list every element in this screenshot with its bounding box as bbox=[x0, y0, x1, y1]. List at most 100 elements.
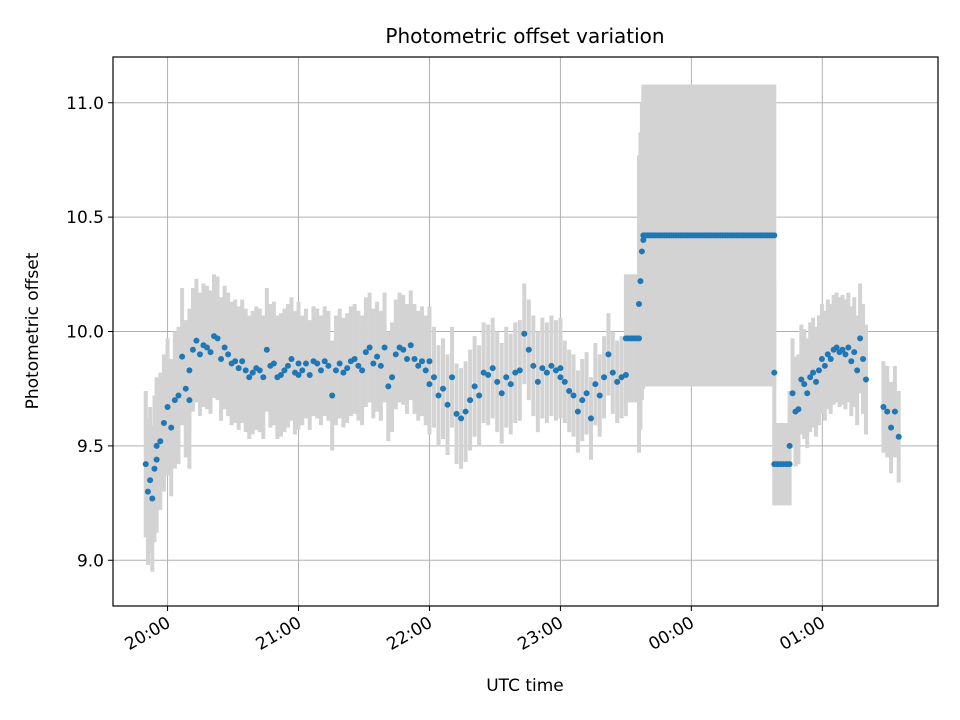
data-point bbox=[157, 438, 164, 445]
data-point bbox=[144, 488, 151, 495]
data-point bbox=[160, 420, 167, 426]
data-point bbox=[804, 390, 811, 397]
data-point bbox=[860, 355, 867, 362]
data-point bbox=[827, 355, 834, 362]
data-point bbox=[277, 371, 284, 378]
data-point bbox=[385, 383, 392, 390]
y-axis: 9.0 9.5 10.0 10.5 11.0 bbox=[66, 94, 113, 571]
data-point bbox=[449, 374, 456, 381]
data-point bbox=[566, 387, 573, 394]
data-point bbox=[854, 367, 861, 374]
data-point bbox=[622, 371, 629, 378]
data-point bbox=[302, 360, 309, 367]
data-point bbox=[147, 477, 154, 484]
data-point bbox=[249, 369, 256, 376]
data-point bbox=[453, 410, 460, 417]
data-point bbox=[214, 335, 221, 342]
data-point bbox=[196, 351, 203, 358]
data-point bbox=[552, 367, 559, 374]
data-point bbox=[295, 371, 302, 378]
data-point bbox=[561, 378, 568, 385]
data-point bbox=[430, 374, 437, 381]
data-point bbox=[381, 344, 388, 351]
data-point bbox=[824, 351, 831, 358]
data-point bbox=[411, 355, 418, 362]
data-point bbox=[444, 401, 451, 408]
data-point bbox=[601, 374, 608, 381]
data-point bbox=[525, 346, 532, 353]
data-point bbox=[884, 408, 891, 415]
data-point bbox=[574, 408, 581, 415]
data-point bbox=[458, 415, 465, 422]
data-point bbox=[186, 367, 193, 374]
data-point bbox=[153, 442, 160, 449]
data-point bbox=[895, 433, 902, 440]
data-point bbox=[848, 358, 855, 365]
data-point bbox=[218, 355, 225, 362]
x-axis-title: UTC time bbox=[486, 676, 564, 696]
data-point bbox=[392, 351, 399, 358]
data-point bbox=[888, 424, 895, 431]
data-point bbox=[142, 461, 149, 468]
data-point bbox=[795, 406, 802, 413]
data-point bbox=[306, 371, 313, 378]
data-point bbox=[329, 392, 336, 399]
data-point bbox=[786, 442, 793, 449]
data-point bbox=[880, 403, 887, 410]
data-point bbox=[325, 362, 332, 369]
data-point bbox=[489, 365, 496, 372]
data-point bbox=[221, 344, 228, 351]
data-point bbox=[507, 381, 514, 388]
data-point bbox=[355, 362, 362, 369]
data-point bbox=[842, 351, 849, 358]
data-point bbox=[839, 346, 846, 353]
data-point bbox=[232, 358, 239, 365]
y-tick-label: 11.0 bbox=[66, 94, 104, 114]
data-point bbox=[857, 335, 864, 342]
data-point bbox=[295, 360, 302, 367]
data-point bbox=[592, 381, 599, 388]
data-point bbox=[263, 346, 270, 353]
data-point bbox=[426, 381, 433, 388]
y-tick-label: 10.5 bbox=[66, 208, 104, 228]
data-point bbox=[377, 362, 384, 369]
data-point bbox=[530, 362, 537, 369]
data-point bbox=[299, 367, 306, 374]
data-point bbox=[256, 367, 263, 374]
data-point bbox=[370, 360, 377, 367]
data-point bbox=[516, 367, 523, 374]
data-point bbox=[182, 385, 189, 392]
data-point bbox=[851, 349, 858, 356]
data-point bbox=[193, 337, 200, 344]
data-point bbox=[317, 367, 324, 374]
data-point bbox=[543, 369, 550, 376]
data-point bbox=[786, 461, 793, 468]
data-point bbox=[362, 349, 369, 356]
y-axis-title: Photometric offset bbox=[23, 252, 43, 409]
data-point bbox=[789, 390, 796, 397]
data-point bbox=[583, 390, 590, 397]
data-point bbox=[404, 355, 411, 362]
data-point bbox=[151, 465, 158, 472]
data-point bbox=[153, 456, 160, 463]
data-point bbox=[246, 374, 253, 381]
data-point bbox=[235, 365, 242, 372]
data-point bbox=[485, 371, 492, 378]
data-point bbox=[225, 351, 232, 358]
data-point bbox=[891, 408, 898, 415]
data-point bbox=[239, 358, 246, 365]
data-point bbox=[637, 278, 644, 285]
data-point bbox=[635, 335, 642, 342]
data-point bbox=[810, 369, 817, 376]
data-point bbox=[614, 378, 621, 385]
data-point bbox=[771, 232, 778, 239]
data-point bbox=[818, 355, 825, 362]
data-point bbox=[862, 376, 869, 383]
data-point bbox=[440, 385, 447, 392]
data-point bbox=[270, 360, 277, 367]
data-point bbox=[833, 344, 840, 351]
data-point bbox=[503, 374, 510, 381]
data-point bbox=[359, 367, 366, 374]
data-point bbox=[557, 374, 564, 381]
